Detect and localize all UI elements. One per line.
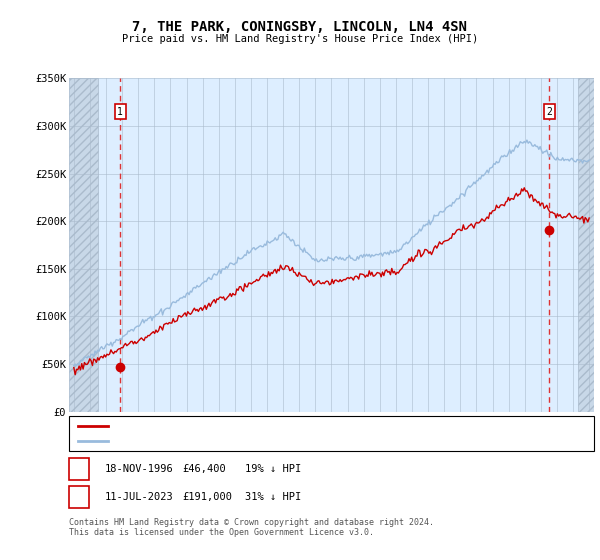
Text: Price paid vs. HM Land Registry's House Price Index (HPI): Price paid vs. HM Land Registry's House … [122, 34, 478, 44]
Text: 19% ↓ HPI: 19% ↓ HPI [245, 464, 302, 474]
Bar [578, 78, 594, 412]
Text: 2: 2 [76, 492, 83, 502]
Text: Contains HM Land Registry data © Crown copyright and database right 2024.
This d: Contains HM Land Registry data © Crown c… [69, 518, 434, 538]
Text: HPI: Average price, detached house, East Lindsey: HPI: Average price, detached house, East… [113, 436, 395, 446]
Text: 1: 1 [76, 464, 83, 474]
Text: 2: 2 [547, 107, 553, 116]
Text: 7, THE PARK, CONINGSBY, LINCOLN, LN4 4SN: 7, THE PARK, CONINGSBY, LINCOLN, LN4 4SN [133, 20, 467, 34]
Text: 1: 1 [117, 107, 123, 116]
Text: 18-NOV-1996: 18-NOV-1996 [104, 464, 173, 474]
Text: £46,400: £46,400 [182, 464, 226, 474]
Bar [69, 78, 98, 412]
Text: 7, THE PARK, CONINGSBY, LINCOLN, LN4 4SN (detached house): 7, THE PARK, CONINGSBY, LINCOLN, LN4 4SN… [113, 421, 448, 431]
Text: 11-JUL-2023: 11-JUL-2023 [104, 492, 173, 502]
Text: 31% ↓ HPI: 31% ↓ HPI [245, 492, 302, 502]
Text: £191,000: £191,000 [182, 492, 232, 502]
